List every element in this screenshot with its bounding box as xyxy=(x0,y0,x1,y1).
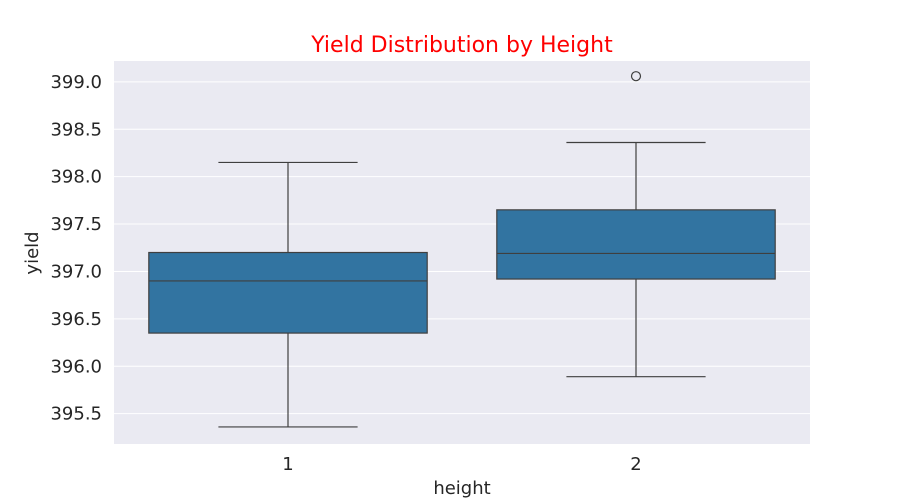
y-tick-label: 397.0 xyxy=(50,261,102,282)
outlier-point xyxy=(630,71,642,82)
x-axis-label: height xyxy=(433,478,490,499)
x-tick-label: 2 xyxy=(630,454,641,475)
box-group-1 xyxy=(148,161,428,428)
y-tick-label: 397.5 xyxy=(50,214,102,235)
y-tick-label: 396.0 xyxy=(50,356,102,377)
box-group-2 xyxy=(496,71,776,378)
box-iqr xyxy=(496,209,776,280)
chart-title: Yield Distribution by Height xyxy=(310,33,613,58)
y-tick-label: 398.5 xyxy=(50,119,102,140)
y-tick-labels: 395.5 396.0 396.5 397.0 397.5 398.0 398.5 399.0 xyxy=(50,72,102,425)
boxes xyxy=(148,71,776,428)
y-axis-label: yield xyxy=(22,231,43,274)
y-tick-label: 398.0 xyxy=(50,167,102,188)
y-tick-label: 396.5 xyxy=(50,309,102,330)
box-iqr xyxy=(148,251,428,334)
y-tick-label: 399.0 xyxy=(50,72,102,93)
x-tick-label: 1 xyxy=(282,454,293,475)
y-tick-label: 395.5 xyxy=(50,404,102,425)
